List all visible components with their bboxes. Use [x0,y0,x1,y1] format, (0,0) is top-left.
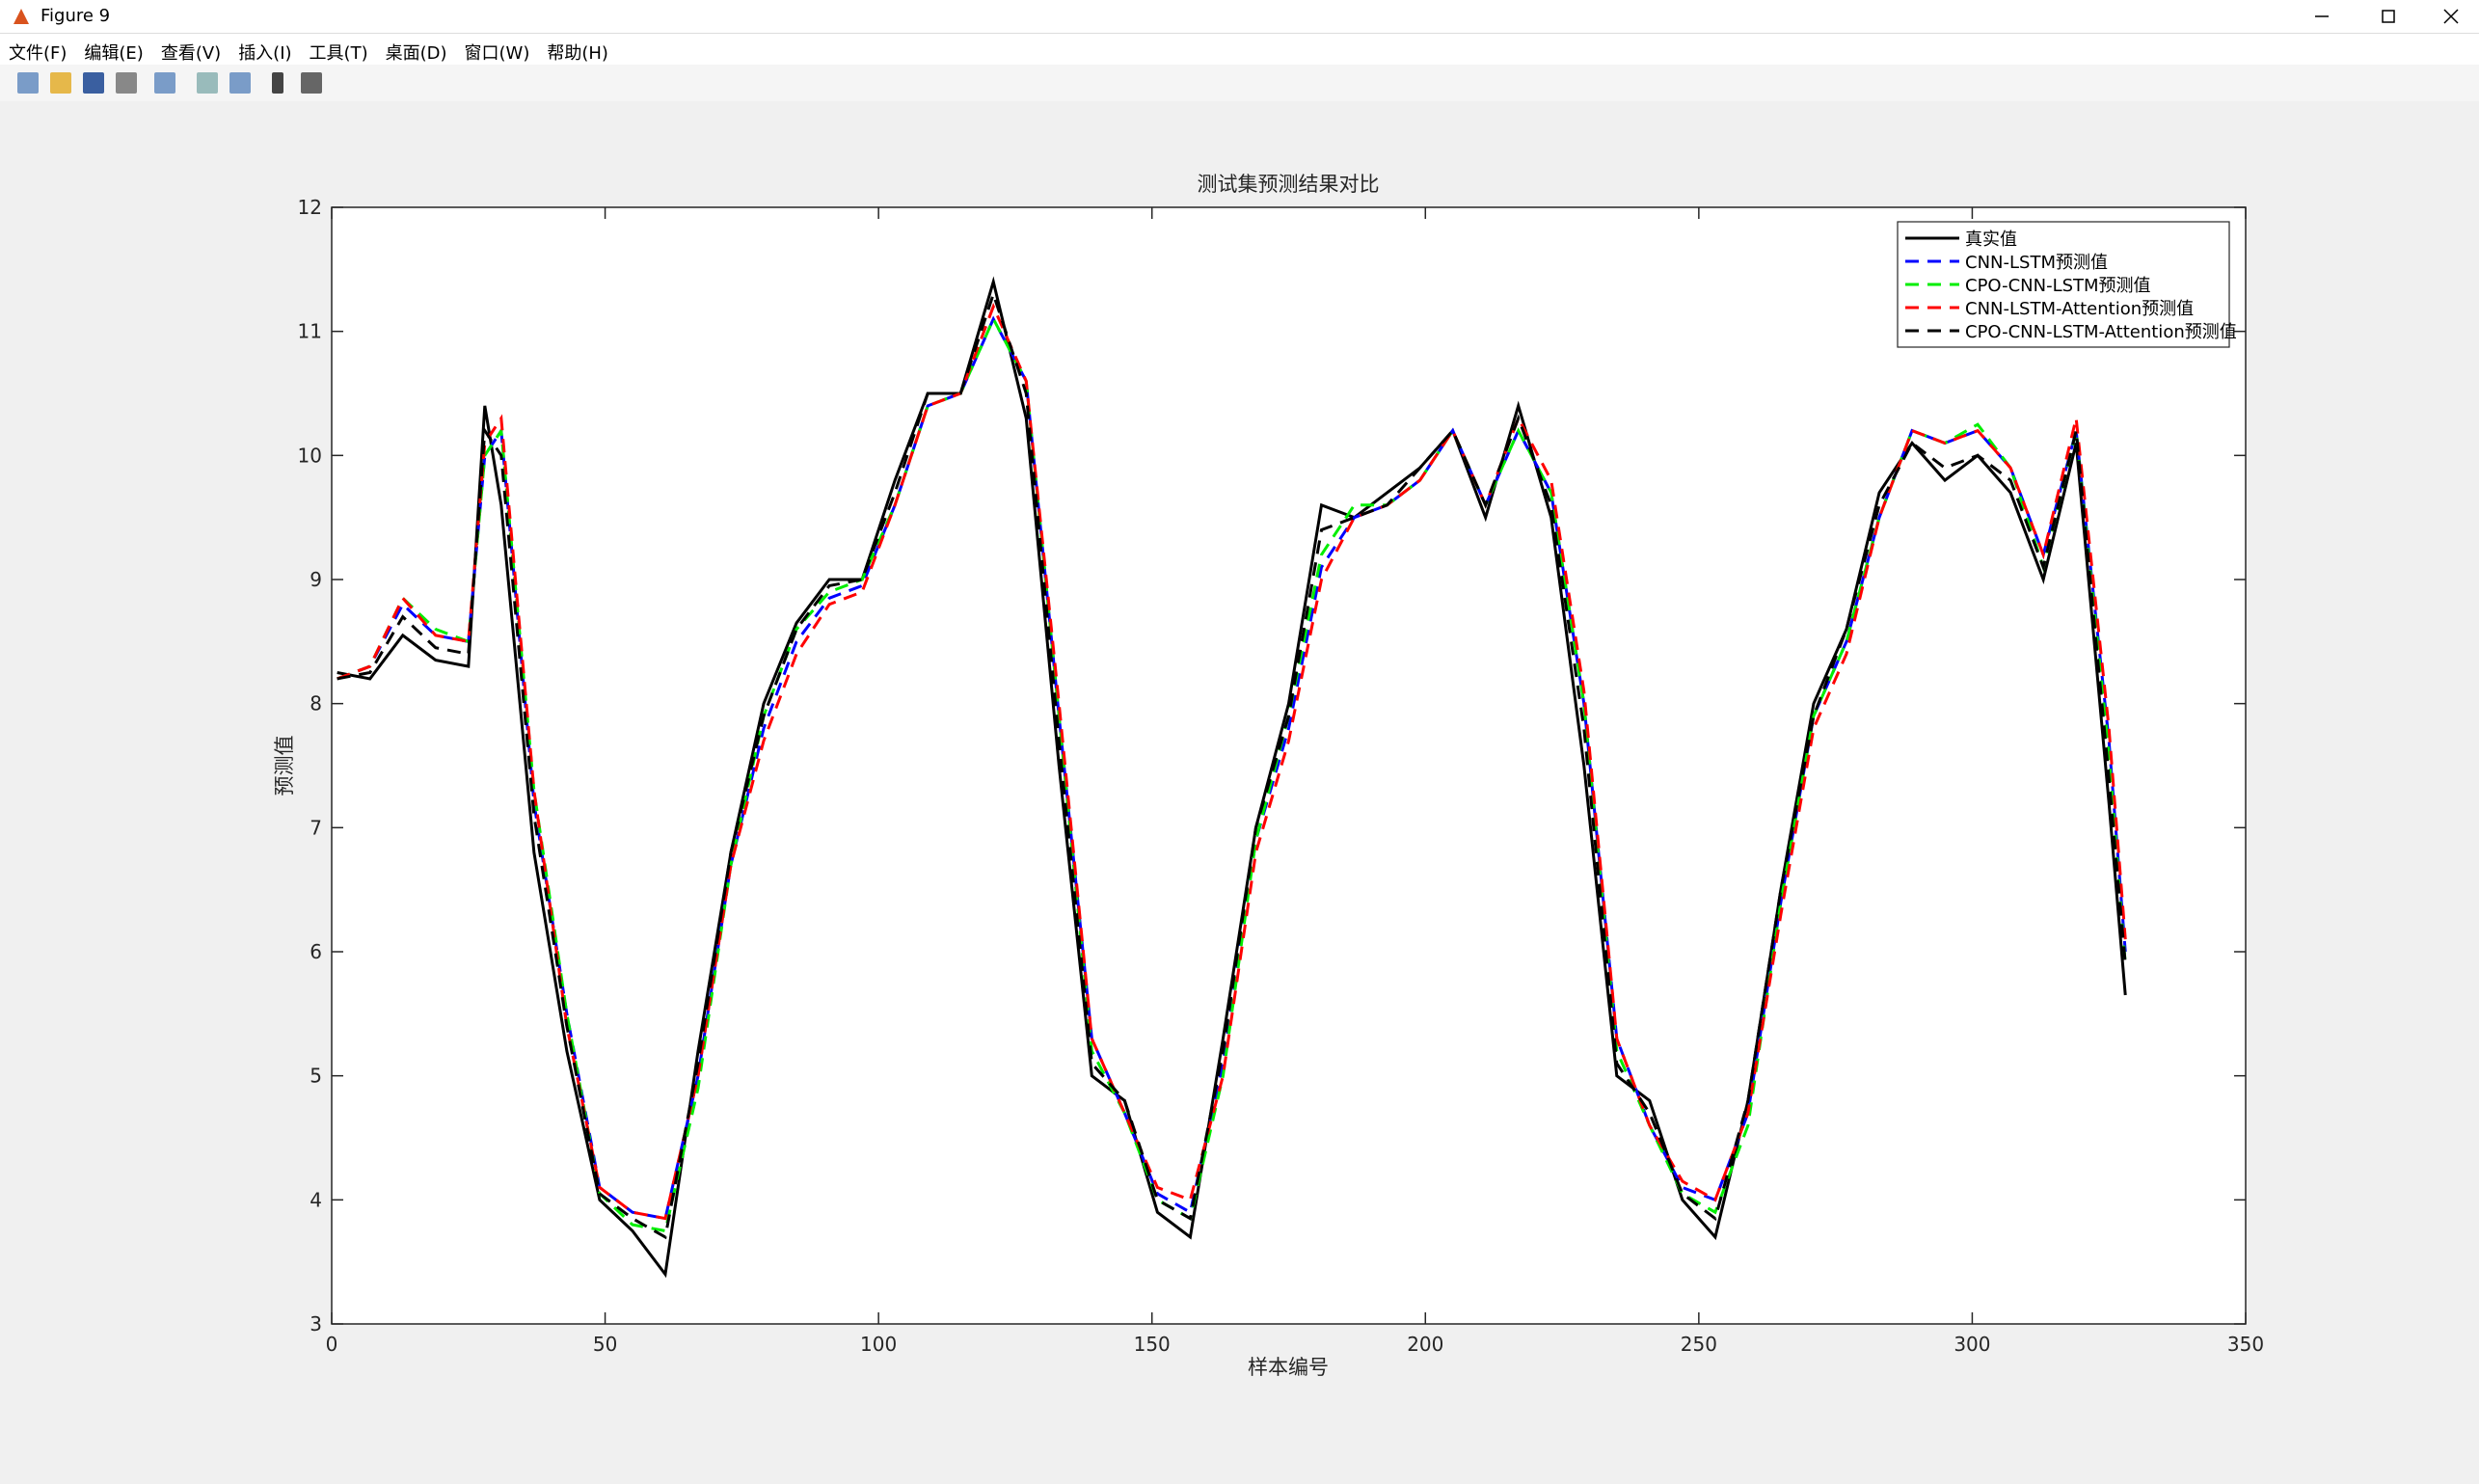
legend-label: CPO-CNN-LSTM预测值 [1965,276,2151,296]
x-tick-label: 200 [1407,1333,1443,1356]
legend-label: CNN-LSTM-Attention预测值 [1965,299,2194,319]
tool-copy[interactable] [154,72,175,94]
menu-bar: 文件(F) 编辑(E) 查看(V) 插入(I) 工具(T) 桌面(D) 窗口(W) 帮助(H) [0,34,2479,65]
plot-area [331,206,2247,1325]
y-tick-label: 8 [310,692,322,715]
tool-colorbar[interactable] [197,72,218,94]
tool-inspector[interactable] [301,72,322,94]
chart-title: 测试集预测结果对比 [1198,173,1380,196]
x-tick-label: 300 [1954,1333,1990,1356]
y-tick-label: 10 [298,444,322,467]
chart: 测试集预测结果对比 样本编号 预测值 0 50 100 150 200 250 300 350… [0,101,2479,1471]
menu-item[interactable]: 插入(I) [238,43,292,64]
tool-open[interactable] [50,72,71,94]
menu-item[interactable]: 桌面(D) [385,43,447,64]
tool-pointer[interactable] [272,72,283,94]
y-tick-label: 3 [310,1312,322,1336]
y-tick-label: 11 [298,320,322,343]
legend: 真实值 CNN-LSTM预测值 CPO-CNN-LSTM预测值 CNN-LSTM-At… [1897,221,2237,348]
series-line [337,302,2127,1221]
y-tick-label: 7 [310,816,322,839]
x-axis-label: 样本编号 [1248,1356,1329,1379]
series-line [337,289,2127,1240]
y-tick-label: 9 [310,568,322,591]
x-tick-label: 0 [326,1333,338,1356]
toolbar [0,65,2479,102]
x-tick-label: 50 [593,1333,617,1356]
menu-item[interactable]: 帮助(H) [547,43,608,64]
y-tick-label: 5 [310,1065,322,1088]
x-tick-label: 350 [2227,1333,2264,1356]
app-icon [13,9,29,24]
y-tick-label: 12 [298,196,322,219]
y-tick-label: 4 [310,1188,322,1211]
menu-item[interactable]: 编辑(E) [84,43,144,64]
series-line [337,315,2127,1233]
menu-item[interactable]: 窗口(W) [464,43,530,64]
x-tick-label: 250 [1681,1333,1717,1356]
tool-legend[interactable] [229,72,251,94]
menu-item[interactable]: 查看(V) [160,43,222,64]
y-tick-label: 6 [310,940,322,963]
y-axis-label: 预测值 [273,736,296,796]
tool-print[interactable] [116,72,137,94]
title-bar: Figure 9 [0,0,2479,34]
legend-label: CNN-LSTM预测值 [1965,253,2108,273]
x-tick-label: 150 [1134,1333,1171,1356]
window-controls[interactable] [2286,0,2479,33]
x-tick-label: 100 [860,1333,897,1356]
menu-item[interactable]: 文件(F) [9,43,67,64]
window-title: Figure 9 [40,6,111,26]
legend-label: CPO-CNN-LSTM-Attention预测值 [1965,322,2237,342]
tool-new[interactable] [17,72,39,94]
menu-item[interactable]: 工具(T) [309,43,368,64]
series-line [337,276,2127,1279]
legend-label: 真实值 [1965,229,2017,250]
tool-save[interactable] [83,72,104,94]
series-line [337,315,2127,1221]
